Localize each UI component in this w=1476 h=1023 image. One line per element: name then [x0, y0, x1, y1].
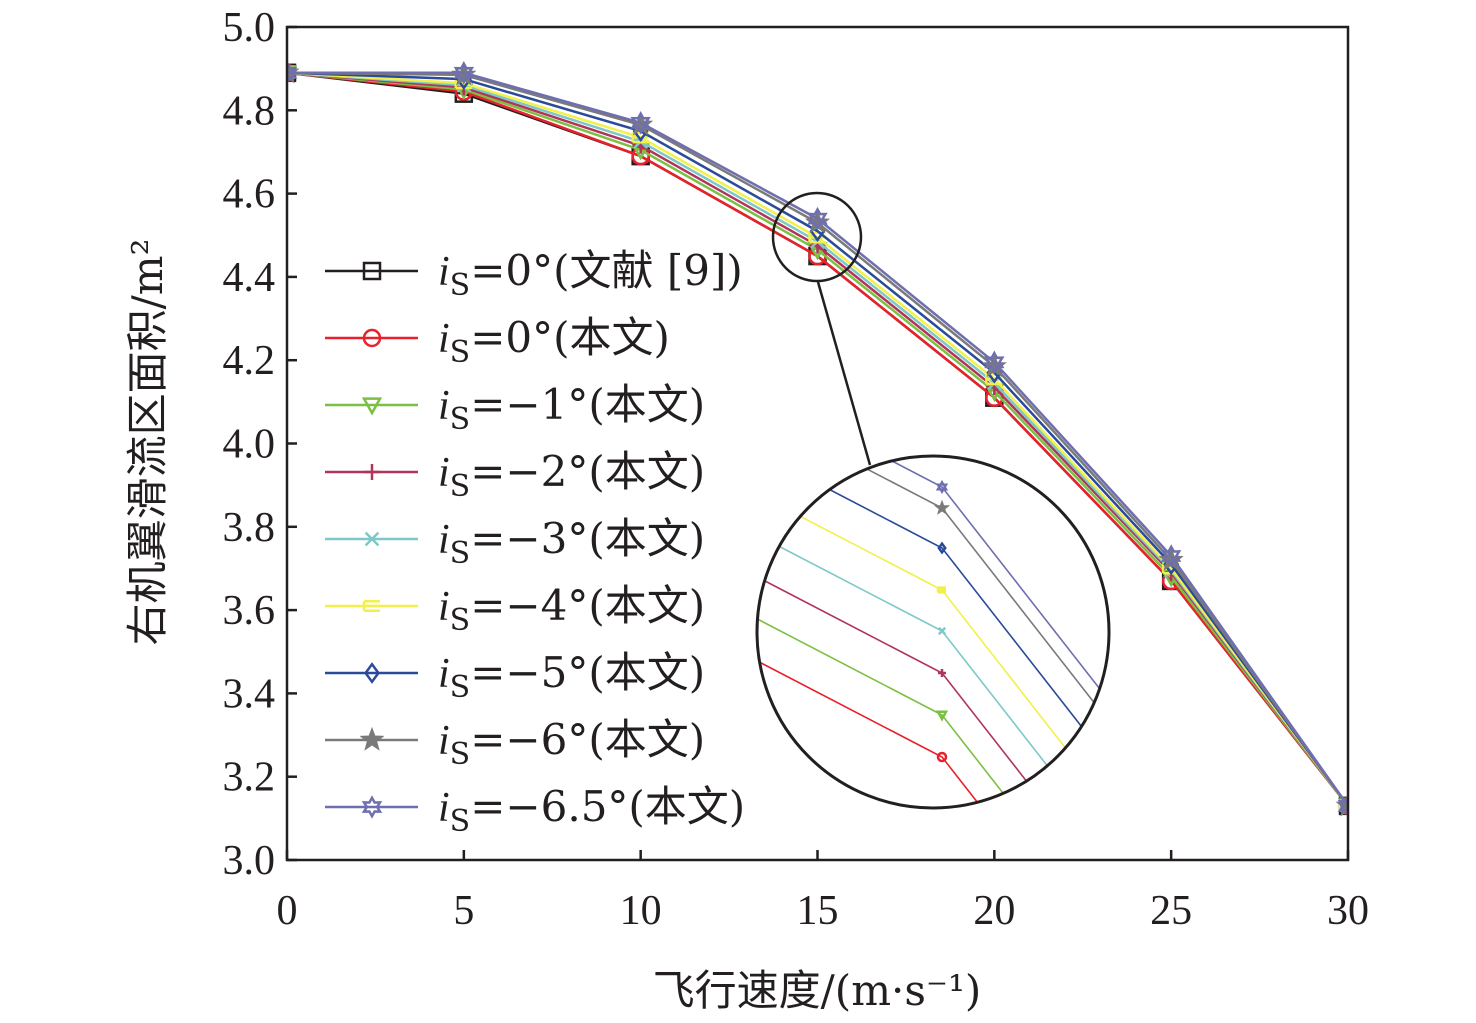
- data-point: [1337, 794, 1348, 818]
- y-tick-label: 3.0: [223, 838, 276, 884]
- legend-label: iS=−3°(本文): [438, 514, 705, 571]
- zoom-inset-background: [757, 456, 1109, 808]
- data-point: [1160, 544, 1182, 568]
- y-tick-label: 3.2: [223, 755, 276, 801]
- legend-label: iS=−1°(本文): [438, 380, 705, 437]
- zoom-inset-border: [755, 454, 1111, 810]
- series-9: [287, 61, 1348, 818]
- y-tick-label: 3.6: [223, 588, 276, 634]
- inset-marker: [938, 669, 946, 677]
- legend-item: iS=−2°(本文): [325, 447, 705, 504]
- data-point: [453, 61, 475, 85]
- series-layer: [287, 59, 1348, 818]
- legend-marker: [362, 599, 380, 613]
- inset-series-8: [757, 456, 1109, 750]
- legend-label: iS=−6°(本文): [438, 715, 705, 772]
- x-tick-label: 0: [277, 888, 298, 934]
- legend-item: iS=−5°(本文): [325, 648, 705, 705]
- legend-item: iS=0°(本文): [325, 313, 670, 370]
- legend-marker: [362, 328, 382, 348]
- x-tick-label: 5: [453, 888, 474, 934]
- legend-item: iS=−6.5°(本文): [325, 782, 745, 839]
- inset-series-4: [757, 567, 1109, 808]
- x-axis-ticks: 0 5 10 15 20 25 30: [277, 850, 1369, 934]
- legend: iS=0°(文献 [9]) iS=0°(本文) iS=−1°(本文) iS=−2°(本…: [325, 246, 745, 839]
- data-point: [287, 61, 298, 85]
- inset-marker: [935, 710, 949, 722]
- legend-marker: [361, 795, 383, 819]
- zoom-connector-line: [816, 281, 872, 466]
- legend-label: iS=0°(文献 [9]): [438, 246, 743, 303]
- legend-item: iS=−3°(本文): [325, 514, 705, 571]
- inset-series-3: [757, 609, 1109, 808]
- y-tick-label: 5.0: [223, 5, 276, 51]
- x-axis-label: 飞行速度/(m·s⁻¹): [653, 966, 982, 1015]
- inset-series-2: [757, 651, 1109, 808]
- legend-marker: [364, 531, 380, 547]
- legend-marker: [359, 726, 385, 751]
- inset-marker: [936, 586, 946, 594]
- x-tick-label: 20: [973, 888, 1015, 934]
- legend-item: iS=−4°(本文): [325, 581, 705, 638]
- series-line: [287, 71, 1348, 807]
- inset-series-9: [757, 456, 1109, 729]
- y-tick-label: 4.4: [223, 255, 276, 301]
- inset-marker: [937, 626, 947, 636]
- legend-item: iS=−6°(本文): [325, 715, 705, 772]
- y-axis-label: 右机翼滑流区面积/m²: [123, 239, 172, 646]
- inset-marker: [935, 479, 949, 495]
- legend-marker: [364, 662, 380, 684]
- inset-line: [757, 651, 1109, 808]
- x-tick-label: 25: [1150, 888, 1192, 934]
- inset-marker: [936, 751, 948, 763]
- x-tick-label: 15: [797, 888, 839, 934]
- y-axis-ticks: 3.0 3.2 3.4 3.6 3.8 4.0 4.2 4.4 4.6 4.8 5.0: [223, 5, 297, 884]
- data-point: [630, 111, 651, 135]
- x-tick-label: 10: [620, 888, 662, 934]
- data-point: [984, 350, 1005, 375]
- legend-label: iS=−4°(本文): [438, 581, 705, 638]
- y-tick-label: 4.6: [223, 172, 276, 218]
- data-point: [807, 206, 828, 231]
- legend-item: iS=−1°(本文): [325, 380, 705, 437]
- inset-line: [757, 609, 1109, 808]
- inset-line: [757, 456, 1109, 729]
- y-tick-label: 3.4: [223, 671, 276, 717]
- legend-label: iS=−6.5°(本文): [438, 782, 745, 839]
- legend-label: iS=0°(本文): [438, 313, 670, 370]
- legend-item: iS=0°(文献 [9]): [325, 246, 743, 303]
- y-tick-label: 4.0: [223, 422, 276, 468]
- legend-marker: [362, 261, 382, 281]
- legend-label: iS=−5°(本文): [438, 648, 705, 705]
- inset-marker: [933, 499, 951, 515]
- legend-marker: [364, 464, 380, 480]
- x-tick-label: 30: [1327, 888, 1369, 934]
- inset-marker: [937, 541, 947, 555]
- legend-label: iS=−2°(本文): [438, 447, 705, 504]
- y-tick-label: 4.2: [223, 338, 276, 384]
- y-tick-label: 4.8: [223, 88, 276, 134]
- zoom-source-circle: [771, 191, 863, 283]
- y-tick-label: 3.8: [223, 505, 276, 551]
- legend-marker: [361, 397, 383, 416]
